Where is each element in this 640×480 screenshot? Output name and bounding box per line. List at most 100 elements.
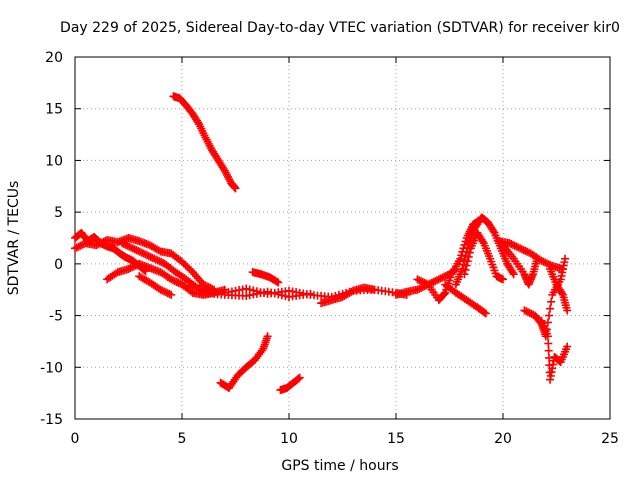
data-point	[178, 280, 186, 289]
data-point	[561, 254, 570, 263]
x-tick-label: 25	[601, 431, 619, 447]
data-point	[277, 291, 286, 300]
data-point	[416, 277, 425, 286]
data-point	[544, 339, 553, 348]
data-point	[415, 284, 424, 293]
x-tick-label: 0	[71, 431, 80, 447]
data-point	[295, 373, 304, 382]
series-arc-21	[537, 316, 572, 384]
data-point	[160, 287, 169, 296]
data-point	[192, 283, 201, 292]
data-point	[72, 243, 81, 252]
data-point	[563, 306, 572, 315]
chart-title: Day 229 of 2025, Sidereal Day-to-day VTE…	[60, 20, 620, 36]
y-tick-label: -15	[40, 412, 63, 428]
data-point	[128, 244, 137, 253]
data-point	[436, 274, 445, 283]
data-point	[195, 284, 204, 293]
y-tick-label: -10	[40, 360, 63, 376]
data-point	[157, 258, 166, 267]
series-arc-3	[103, 259, 229, 299]
series-arc-11	[276, 373, 304, 395]
data-point	[519, 246, 528, 255]
data-point	[522, 307, 531, 316]
data-point	[92, 241, 101, 250]
data-point	[508, 268, 517, 277]
data-point	[97, 238, 106, 247]
series-arc-12	[317, 283, 379, 308]
data-point	[347, 287, 356, 296]
data-point	[489, 227, 498, 236]
data-point	[512, 242, 521, 251]
y-tick-label: -5	[49, 309, 63, 325]
data-point	[547, 297, 556, 306]
data-point	[128, 263, 137, 272]
data-point	[123, 241, 132, 250]
data-point	[165, 290, 174, 299]
data-point	[274, 290, 283, 299]
y-tick-label: 20	[45, 50, 63, 66]
series-arc-15	[441, 280, 490, 318]
data-point	[132, 246, 141, 255]
data-point	[539, 257, 548, 266]
data-point	[481, 309, 490, 318]
data-point	[527, 309, 536, 318]
series-arc-19	[499, 241, 542, 289]
data-point	[188, 283, 197, 292]
data-point	[274, 278, 283, 287]
data-point	[99, 237, 108, 246]
data-point	[509, 270, 518, 279]
x-tick-label: 10	[280, 431, 298, 447]
data-point	[129, 262, 138, 271]
data-point	[174, 278, 183, 287]
data-point	[131, 261, 140, 270]
data-point	[557, 289, 566, 298]
data-point	[242, 284, 251, 293]
series-arc-6	[169, 92, 240, 193]
data-point	[154, 246, 163, 255]
data-point	[134, 246, 143, 255]
data-point	[71, 244, 79, 253]
data-point	[478, 237, 487, 246]
data-point	[541, 258, 550, 267]
series-arc-5	[135, 272, 176, 299]
data-point	[523, 308, 532, 317]
data-point	[415, 276, 424, 285]
data-point	[119, 240, 128, 249]
data-point	[151, 255, 160, 264]
data-point	[510, 241, 519, 250]
data-point	[155, 257, 164, 266]
data-point	[124, 265, 133, 274]
data-point	[95, 239, 104, 248]
data-point	[563, 342, 572, 351]
data-point	[440, 290, 449, 299]
series-arc-10	[248, 268, 283, 287]
data-point	[543, 318, 552, 327]
data-point	[463, 257, 472, 266]
data-point	[153, 256, 162, 265]
data-point	[544, 260, 553, 269]
series-arc-8	[199, 287, 315, 301]
data-point	[418, 277, 427, 286]
data-point	[186, 287, 195, 296]
data-point	[118, 239, 127, 248]
data-point	[434, 275, 443, 284]
y-tick-label: 0	[54, 257, 63, 273]
data-point	[461, 265, 470, 274]
y-axis-label: SDTVAR / TECUs	[6, 181, 22, 296]
data-point	[420, 278, 429, 287]
data-point	[514, 243, 523, 252]
x-tick-label: 20	[494, 431, 512, 447]
data-point	[146, 252, 155, 261]
data-point	[141, 250, 150, 259]
data-point	[167, 275, 176, 284]
data-points	[71, 92, 572, 395]
data-point	[543, 332, 552, 341]
data-point	[163, 289, 172, 298]
data-point	[125, 242, 134, 251]
data-point	[507, 240, 516, 249]
data-point	[148, 253, 157, 262]
data-point	[413, 275, 422, 284]
series-arc-2	[71, 234, 219, 294]
